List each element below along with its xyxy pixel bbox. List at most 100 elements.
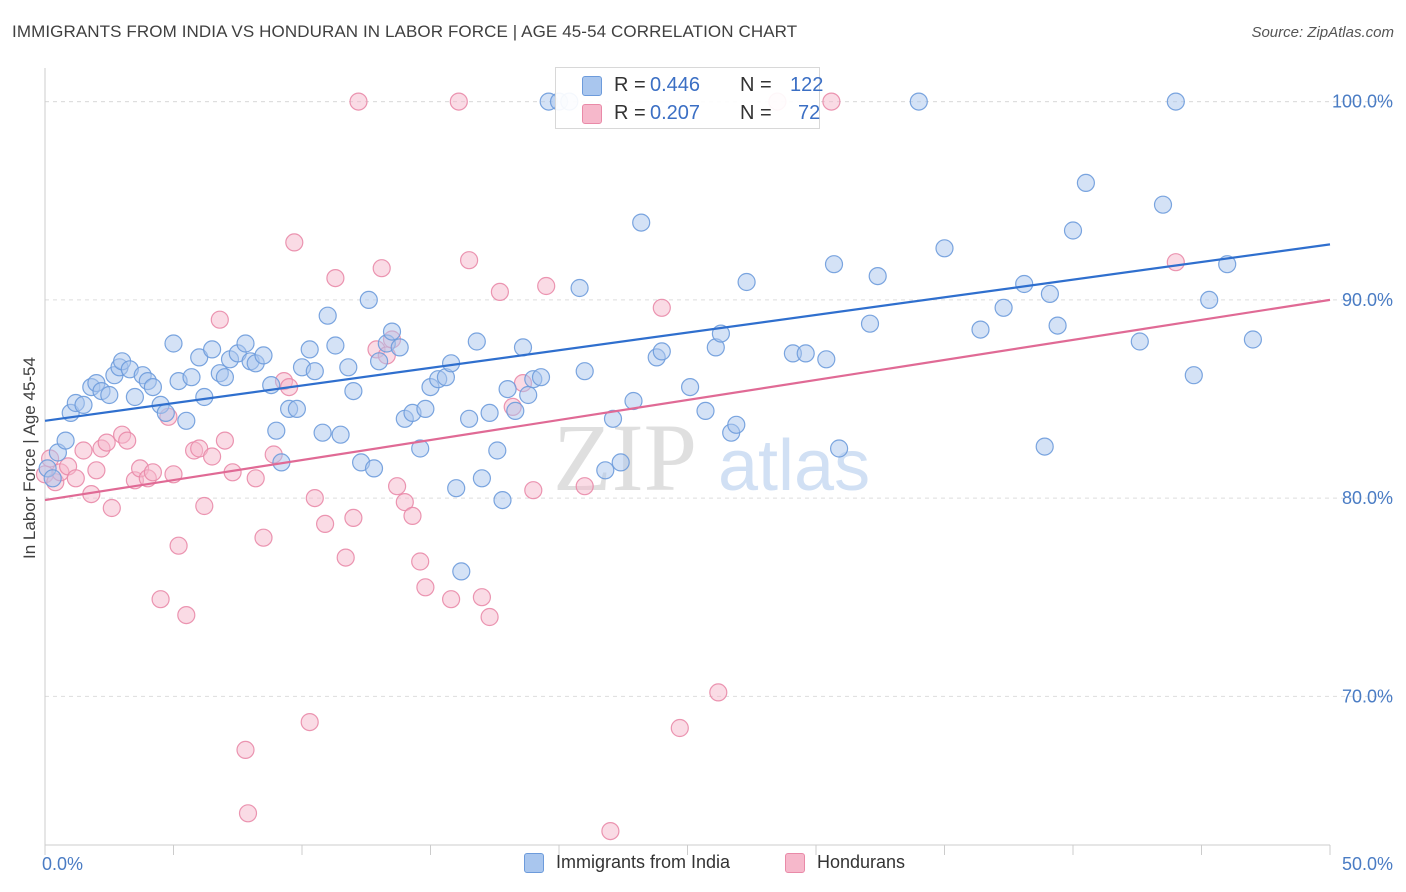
point-india [824, 255, 844, 274]
point-india [74, 395, 93, 414]
point-honduran [709, 683, 728, 702]
point-india [411, 439, 430, 458]
point-india [519, 385, 538, 405]
legend-n-value-hondurans: 72 [798, 102, 821, 124]
point-honduran [1166, 253, 1185, 272]
point-india [318, 306, 337, 325]
trend-lines [44, 243, 1331, 502]
point-honduran [66, 469, 85, 488]
point-honduran [300, 712, 319, 732]
point-india [727, 415, 746, 434]
point-honduran [305, 489, 324, 508]
point-india [652, 342, 671, 361]
point-india [267, 421, 286, 440]
point-honduran [151, 590, 170, 609]
point-honduran [254, 528, 273, 547]
point-honduran [524, 481, 543, 500]
point-honduran [190, 439, 209, 458]
point-india [339, 358, 358, 377]
point-honduran [372, 259, 391, 278]
point-india [596, 461, 615, 480]
point-honduran [97, 433, 116, 452]
legend-n-value-india: 122 [790, 74, 824, 96]
trend-line-hondurans [44, 298, 1331, 502]
point-india [300, 340, 319, 359]
point-honduran [285, 233, 304, 252]
series-hondurans [35, 92, 1185, 841]
point-india [994, 298, 1013, 317]
point-india [1166, 92, 1185, 111]
x-tick-label: 0.0% [42, 854, 83, 874]
y-tick-label: 90.0% [1342, 290, 1393, 310]
point-honduran [177, 605, 196, 625]
point-india [935, 239, 954, 258]
point-india [1184, 366, 1203, 385]
point-india [611, 453, 630, 472]
point-honduran [246, 469, 265, 488]
point-india [1063, 221, 1083, 240]
point-india [829, 439, 849, 458]
point-honduran [143, 463, 162, 482]
point-india [575, 362, 594, 381]
point-india [100, 385, 119, 405]
point-honduran [460, 251, 479, 270]
point-honduran [411, 552, 430, 571]
point-india [390, 338, 409, 357]
point-india [1035, 437, 1054, 456]
point-honduran [490, 282, 509, 301]
tick-labels: 70.0% 80.0% 90.0% 100.0% 0.0% 50.0% [42, 92, 1393, 874]
point-honduran [326, 269, 345, 288]
y-axis-label: In Labor Force | Age 45-54 [20, 357, 39, 559]
watermark-atlas: atlas [718, 426, 870, 506]
point-honduran [388, 477, 407, 496]
point-honduran [403, 506, 422, 526]
point-india [817, 350, 836, 369]
point-india [1153, 195, 1173, 214]
point-india [254, 346, 273, 365]
series-india [38, 92, 1263, 581]
point-honduran [215, 431, 234, 450]
point-honduran [74, 441, 93, 460]
point-india [460, 409, 479, 428]
legend-n-label: N = [740, 102, 772, 124]
point-india [909, 92, 928, 111]
point-india [737, 272, 756, 292]
point-india [326, 336, 345, 355]
y-tick-label: 70.0% [1342, 686, 1393, 706]
point-india [860, 314, 880, 333]
legend-r-label: R = [614, 74, 646, 96]
point-india [603, 409, 623, 428]
point-india [313, 423, 332, 442]
point-honduran [395, 493, 414, 512]
point-honduran [102, 498, 121, 518]
correlation-legend: R = 0.446 N = 122 R = 0.207 N = 72 [555, 67, 824, 129]
point-india [696, 401, 715, 420]
bottom-legend-swatch-hondurans [785, 853, 805, 873]
point-honduran [87, 461, 106, 480]
point-india [236, 334, 255, 353]
point-india [506, 401, 525, 420]
point-honduran [195, 496, 214, 516]
point-india [868, 267, 887, 286]
point-india [416, 399, 435, 418]
point-india [43, 469, 62, 488]
point-india [1076, 173, 1096, 192]
point-india [467, 332, 486, 351]
point-india [177, 411, 196, 430]
point-honduran [822, 92, 841, 111]
point-honduran [670, 718, 689, 738]
chart-title: IMMIGRANTS FROM INDIA VS HONDURAN IN LAB… [12, 22, 798, 41]
point-honduran [416, 578, 435, 597]
point-honduran [118, 431, 137, 450]
point-india [143, 378, 162, 397]
point-india [452, 562, 471, 581]
bottom-legend-label-india: Immigrants from India [556, 852, 731, 872]
point-india [480, 403, 499, 422]
point-honduran [336, 548, 355, 567]
point-india [1243, 330, 1263, 349]
point-india [215, 368, 234, 387]
point-india [203, 340, 222, 359]
grid-lines [45, 101, 1392, 697]
point-honduran [537, 276, 556, 296]
